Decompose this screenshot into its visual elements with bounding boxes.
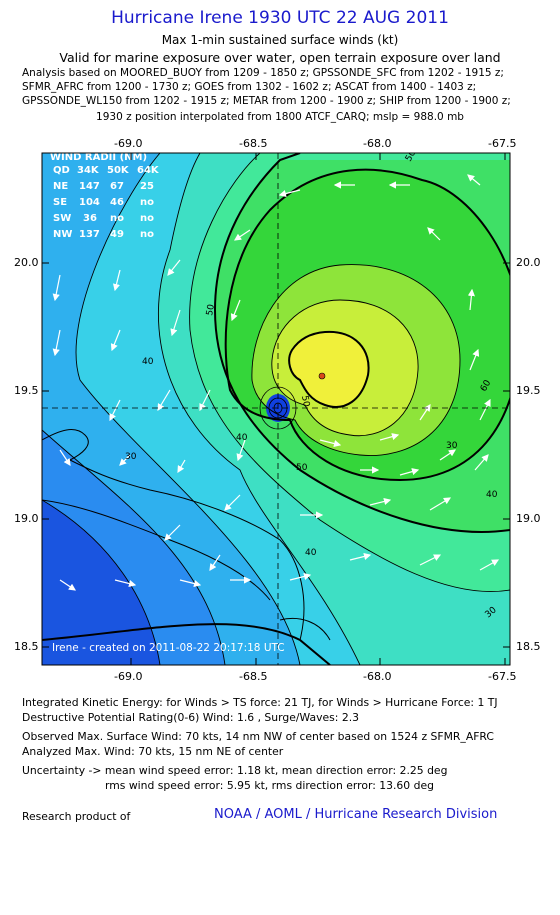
wind-radii-cell: NE — [53, 181, 68, 192]
contour-label: 40 — [236, 433, 248, 443]
lat-tick-right-4: 18.5 — [516, 640, 541, 653]
analyzed-max-line: Analyzed Max. Wind: 70 kts, 15 nm NE of … — [22, 745, 284, 758]
lon-tick-bottom-4: -67.5 — [488, 670, 517, 683]
lat-tick-left-3: 19.0 — [14, 512, 39, 525]
contour-lines-bold — [42, 153, 510, 665]
research-label: Research product of — [22, 810, 131, 823]
wind-radii-header-34k: 34K — [77, 165, 100, 176]
lon-tick-top-4: -67.5 — [488, 137, 517, 150]
wind-radii-cell: no — [140, 197, 154, 208]
contour-label: 50 — [296, 463, 308, 473]
wind-radii-cell: no — [110, 213, 124, 224]
wind-radii-cell: 49 — [110, 229, 124, 240]
lat-tick-left-2: 19.5 — [14, 384, 39, 397]
uncertainty-line-1: Uncertainty -> mean wind speed error: 1.… — [22, 764, 448, 777]
contour-label: 40 — [486, 490, 498, 500]
wind-radii-cell: 67 — [110, 181, 124, 192]
contour-label: 50 — [205, 303, 217, 316]
lon-tick-top-2: -68.5 — [239, 137, 268, 150]
uncertainty-line-2: rms wind speed error: 5.95 kt, rms direc… — [105, 779, 434, 792]
contour-label: 40 — [142, 357, 154, 367]
lon-tick-top-3: -68.0 — [363, 137, 392, 150]
organization-link[interactable]: NOAA / AOML / Hurricane Research Divisio… — [214, 807, 498, 822]
lon-tick-bottom-2: -68.5 — [239, 670, 268, 683]
wind-radii-cell: 137 — [79, 229, 100, 240]
wind-radii-cell: 104 — [79, 197, 100, 208]
wind-radii-cell: SW — [53, 213, 71, 224]
contour-label: 50 — [404, 148, 419, 163]
lon-tick-bottom-1: -69.0 — [114, 670, 143, 683]
lon-tick-bottom-3: -68.0 — [363, 670, 392, 683]
lat-tick-right-1: 20.0 — [516, 256, 541, 269]
contour-field: 50 50 40 50 30 40 50 40 60 30 40 30 WIND… — [42, 148, 510, 665]
lat-tick-left-4: 18.5 — [14, 640, 39, 653]
position-note: 1930 z position interpolated from 1800 A… — [96, 111, 464, 123]
contour-label: 30 — [125, 452, 137, 462]
wind-radii-header-64k: 64K — [137, 165, 160, 176]
wind-radii-header-50k: 50K — [107, 165, 130, 176]
axis-ticks — [42, 153, 510, 665]
wind-radii-title: WIND RADII (NM) — [50, 152, 147, 163]
contour-label: 30 — [446, 441, 458, 451]
wind-radii-cell: no — [140, 213, 154, 224]
max-wind-marker — [318, 372, 326, 380]
analysis-line-1: Analysis based on MOORED_BUOY from 1209 … — [22, 67, 504, 79]
contour-label: 50 — [299, 395, 311, 408]
subtitle: Max 1-min sustained surface winds (kt) — [161, 33, 399, 47]
wind-radii-cell: 36 — [83, 213, 97, 224]
lat-tick-left-1: 20.0 — [14, 256, 39, 269]
wind-radii-table: WIND RADII (NM) QD 34K 50K 64K NE 147 67… — [50, 152, 160, 240]
wind-radii-cell: NW — [53, 229, 72, 240]
dpr-line: Destructive Potential Rating(0-6) Wind: … — [22, 711, 360, 724]
page-title: Hurricane Irene 1930 UTC 22 AUG 2011 — [111, 8, 449, 28]
wind-radii-cell: 147 — [79, 181, 100, 192]
wind-vectors — [52, 174, 500, 591]
contour-label: 40 — [305, 548, 317, 558]
lat-tick-right-3: 19.0 — [516, 512, 541, 525]
observed-max-line: Observed Max. Surface Wind: 70 kts, 14 n… — [22, 730, 494, 743]
analysis-line-2: SFMR_AFRC from 1200 - 1730 z; GOES from … — [22, 81, 477, 93]
wind-radii-cell: SE — [53, 197, 67, 208]
wind-radii-cell: 46 — [110, 197, 124, 208]
creation-credit: Irene - created on 2011-08-22 20:17:18 U… — [52, 642, 285, 654]
wind-band-max — [289, 331, 369, 407]
lon-tick-top-1: -69.0 — [114, 137, 143, 150]
contour-label-group: 50 50 40 50 30 40 50 40 60 30 40 30 — [125, 148, 499, 620]
ike-line: Integrated Kinetic Energy: for Winds > T… — [22, 696, 498, 709]
wind-radii-header-qd: QD — [53, 165, 70, 176]
analysis-line-3: GPSSONDE_WL150 from 1202 - 1915 z; METAR… — [22, 95, 511, 107]
wind-radii-cell: 25 — [140, 181, 154, 192]
validity-note: Valid for marine exposure over water, op… — [59, 50, 501, 65]
map-frame — [41, 152, 511, 666]
lat-tick-right-2: 19.5 — [516, 384, 541, 397]
wind-radii-cell: no — [140, 229, 154, 240]
